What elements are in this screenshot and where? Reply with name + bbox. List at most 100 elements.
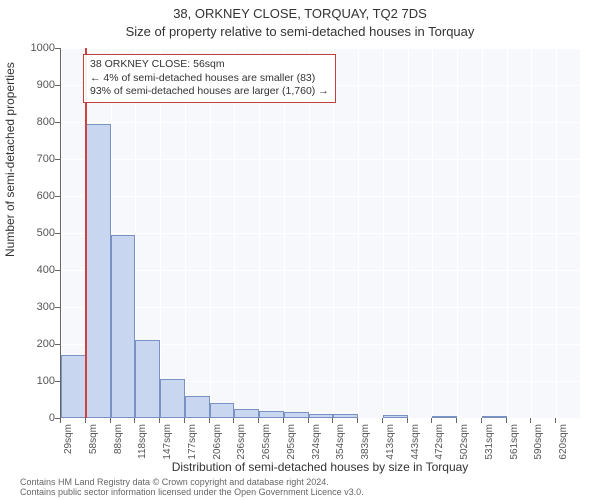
ytick-mark: [55, 381, 60, 382]
histogram-bar: [210, 403, 235, 418]
ytick-mark: [55, 344, 60, 345]
histogram-bar: [111, 235, 136, 418]
histogram-bar: [234, 409, 259, 418]
gridline-v: [160, 48, 161, 418]
property-marker-line: [85, 48, 87, 418]
gridline-h: [61, 270, 581, 271]
gridline-v: [531, 48, 532, 418]
attribution-text: Contains HM Land Registry data © Crown c…: [20, 478, 580, 498]
xtick-mark: [555, 418, 556, 423]
ytick-label: 500: [25, 227, 55, 239]
xtick-mark: [506, 418, 507, 423]
xtick-mark: [481, 418, 482, 423]
ytick-mark: [55, 122, 60, 123]
gridline-v: [185, 48, 186, 418]
xtick-label: 531sqm: [484, 424, 495, 474]
gridline-h: [61, 159, 581, 160]
gridline-v: [507, 48, 508, 418]
histogram-bar: [482, 416, 507, 418]
ytick-mark: [55, 270, 60, 271]
xtick-label: 295sqm: [286, 424, 297, 474]
ytick-label: 300: [25, 301, 55, 313]
ytick-label: 200: [25, 338, 55, 350]
plot-area: 38 ORKNEY CLOSE: 56sqm ← 4% of semi-deta…: [60, 48, 581, 419]
xtick-label: 443sqm: [410, 424, 421, 474]
xtick-label: 620sqm: [558, 424, 569, 474]
gridline-v: [333, 48, 334, 418]
xtick-label: 502sqm: [459, 424, 470, 474]
histogram-bar: [160, 379, 185, 418]
xtick-label: 177sqm: [187, 424, 198, 474]
xtick-label: 561sqm: [509, 424, 520, 474]
ytick-mark: [55, 233, 60, 234]
xtick-label: 324sqm: [311, 424, 322, 474]
xtick-label: 58sqm: [88, 424, 99, 474]
xtick-mark: [258, 418, 259, 423]
ytick-label: 900: [25, 79, 55, 91]
xtick-label: 265sqm: [261, 424, 272, 474]
gridline-h: [61, 48, 581, 49]
xtick-label: 118sqm: [137, 424, 148, 474]
xtick-mark: [134, 418, 135, 423]
xtick-label: 354sqm: [335, 424, 346, 474]
xtick-label: 472sqm: [434, 424, 445, 474]
xtick-mark: [283, 418, 284, 423]
chart-title-address: 38, ORKNEY CLOSE, TORQUAY, TQ2 7DS: [0, 6, 600, 21]
histogram-bar: [309, 414, 334, 418]
xtick-mark: [332, 418, 333, 423]
gridline-v: [234, 48, 235, 418]
histogram-bar: [86, 124, 111, 418]
xtick-mark: [382, 418, 383, 423]
ytick-label: 1000: [25, 42, 55, 54]
annotation-line-2: ← 4% of semi-detached houses are smaller…: [90, 72, 329, 86]
ytick-label: 400: [25, 264, 55, 276]
xtick-mark: [110, 418, 111, 423]
xtick-mark: [85, 418, 86, 423]
chart-subtitle: Size of property relative to semi-detach…: [0, 24, 600, 39]
xtick-label: 383sqm: [360, 424, 371, 474]
xtick-mark: [530, 418, 531, 423]
annotation-line-3: 93% of semi-detached houses are larger (…: [90, 85, 329, 99]
gridline-v: [580, 48, 581, 418]
gridline-v: [383, 48, 384, 418]
y-axis-label: Number of semi-detached properties: [3, 217, 17, 257]
gridline-v: [556, 48, 557, 418]
xtick-label: 590sqm: [533, 424, 544, 474]
ytick-label: 0: [25, 412, 55, 424]
gridline-v: [482, 48, 483, 418]
ytick-mark: [55, 196, 60, 197]
gridline-v: [457, 48, 458, 418]
histogram-bar: [432, 416, 457, 418]
ytick-label: 800: [25, 116, 55, 128]
gridline-h: [61, 233, 581, 234]
annotation-line-1: 38 ORKNEY CLOSE: 56sqm: [90, 58, 329, 72]
gridline-v: [210, 48, 211, 418]
xtick-mark: [456, 418, 457, 423]
gridline-v: [309, 48, 310, 418]
xtick-label: 29sqm: [63, 424, 74, 474]
gridline-v: [358, 48, 359, 418]
gridline-v: [432, 48, 433, 418]
histogram-bar: [185, 396, 210, 418]
ytick-mark: [55, 307, 60, 308]
ytick-mark: [55, 48, 60, 49]
gridline-h: [61, 122, 581, 123]
gridline-h: [61, 196, 581, 197]
ytick-mark: [55, 159, 60, 160]
histogram-bar: [135, 340, 160, 418]
xtick-mark: [431, 418, 432, 423]
xtick-mark: [184, 418, 185, 423]
gridline-v: [408, 48, 409, 418]
gridline-v: [284, 48, 285, 418]
gridline-h: [61, 307, 581, 308]
ytick-label: 600: [25, 190, 55, 202]
gridline-v: [259, 48, 260, 418]
ytick-mark: [55, 85, 60, 86]
xtick-label: 206sqm: [212, 424, 223, 474]
xtick-mark: [407, 418, 408, 423]
xtick-label: 88sqm: [113, 424, 124, 474]
xtick-label: 147sqm: [162, 424, 173, 474]
gridline-h: [61, 418, 581, 419]
xtick-mark: [209, 418, 210, 423]
histogram-bar: [61, 355, 86, 418]
